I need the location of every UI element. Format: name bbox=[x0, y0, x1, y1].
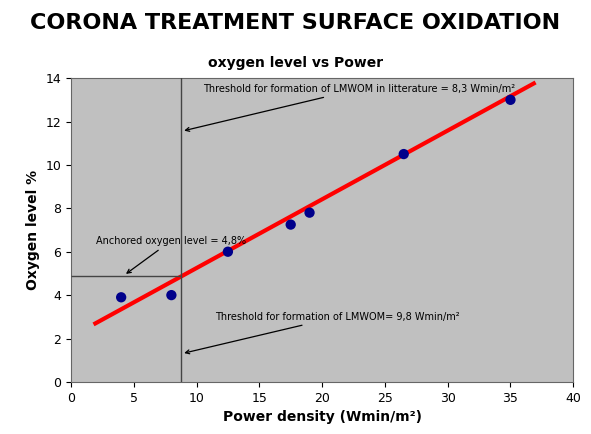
Text: Anchored oxygen level = 4,8%: Anchored oxygen level = 4,8% bbox=[96, 236, 246, 273]
Text: oxygen level vs Power: oxygen level vs Power bbox=[208, 56, 383, 70]
Point bbox=[116, 294, 126, 301]
Text: Threshold for formation of LMWOM in litterature = 8,3 Wmin/m²: Threshold for formation of LMWOM in litt… bbox=[186, 84, 515, 132]
Point bbox=[305, 209, 314, 216]
Point bbox=[223, 248, 233, 255]
Point bbox=[286, 221, 296, 228]
X-axis label: Power density (Wmin/m²): Power density (Wmin/m²) bbox=[223, 410, 421, 424]
Point bbox=[399, 151, 408, 158]
Text: Threshold for formation of LMWOM= 9,8 Wmin/m²: Threshold for formation of LMWOM= 9,8 Wm… bbox=[186, 312, 460, 354]
Point bbox=[506, 96, 515, 103]
Text: CORONA TREATMENT SURFACE OXIDATION: CORONA TREATMENT SURFACE OXIDATION bbox=[31, 13, 560, 33]
Point bbox=[167, 292, 176, 299]
Y-axis label: Oxygen level %: Oxygen level % bbox=[26, 170, 40, 290]
